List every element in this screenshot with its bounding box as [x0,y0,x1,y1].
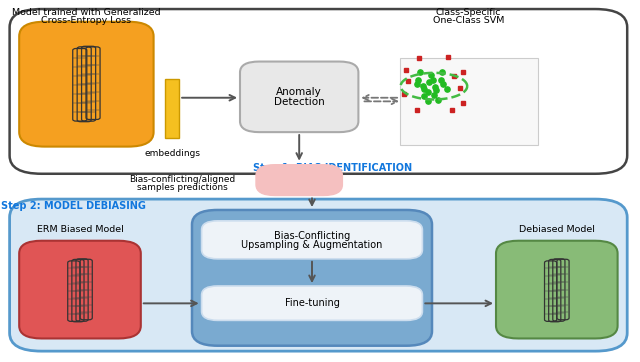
Bar [400,58,538,145]
Text: samples predictions: samples predictions [137,183,228,192]
FancyBboxPatch shape [496,241,618,338]
Text: Model trained with Generalized: Model trained with Generalized [12,8,161,17]
FancyBboxPatch shape [19,241,141,338]
Bar [165,79,179,138]
FancyBboxPatch shape [19,22,154,147]
Text: embeddings: embeddings [145,150,201,158]
FancyBboxPatch shape [10,199,627,351]
Text: Fine-tuning: Fine-tuning [285,298,339,308]
Text: ERM Biased Model: ERM Biased Model [36,226,124,234]
FancyBboxPatch shape [202,286,422,320]
Text: Step 1: BIAS IDENTIFICATION: Step 1: BIAS IDENTIFICATION [253,163,412,173]
FancyBboxPatch shape [240,62,358,132]
FancyBboxPatch shape [192,210,432,346]
FancyBboxPatch shape [202,221,422,259]
Text: Upsampling & Augmentation: Upsampling & Augmentation [241,240,383,251]
Text: Bias-conflicting/aligned: Bias-conflicting/aligned [129,175,236,184]
Text: Detection: Detection [274,97,324,107]
FancyBboxPatch shape [256,165,342,195]
Text: One-Class SVM: One-Class SVM [433,17,504,25]
Text: Class-Specific: Class-Specific [436,8,501,17]
Text: Anomaly: Anomaly [276,87,322,97]
Text: Bias-Conflicting: Bias-Conflicting [274,231,350,241]
FancyBboxPatch shape [10,9,627,174]
Text: Cross-Entropy Loss: Cross-Entropy Loss [42,17,131,25]
Text: Debiased Model: Debiased Model [519,226,595,234]
Text: Step 2: MODEL DEBIASING: Step 2: MODEL DEBIASING [1,201,146,211]
